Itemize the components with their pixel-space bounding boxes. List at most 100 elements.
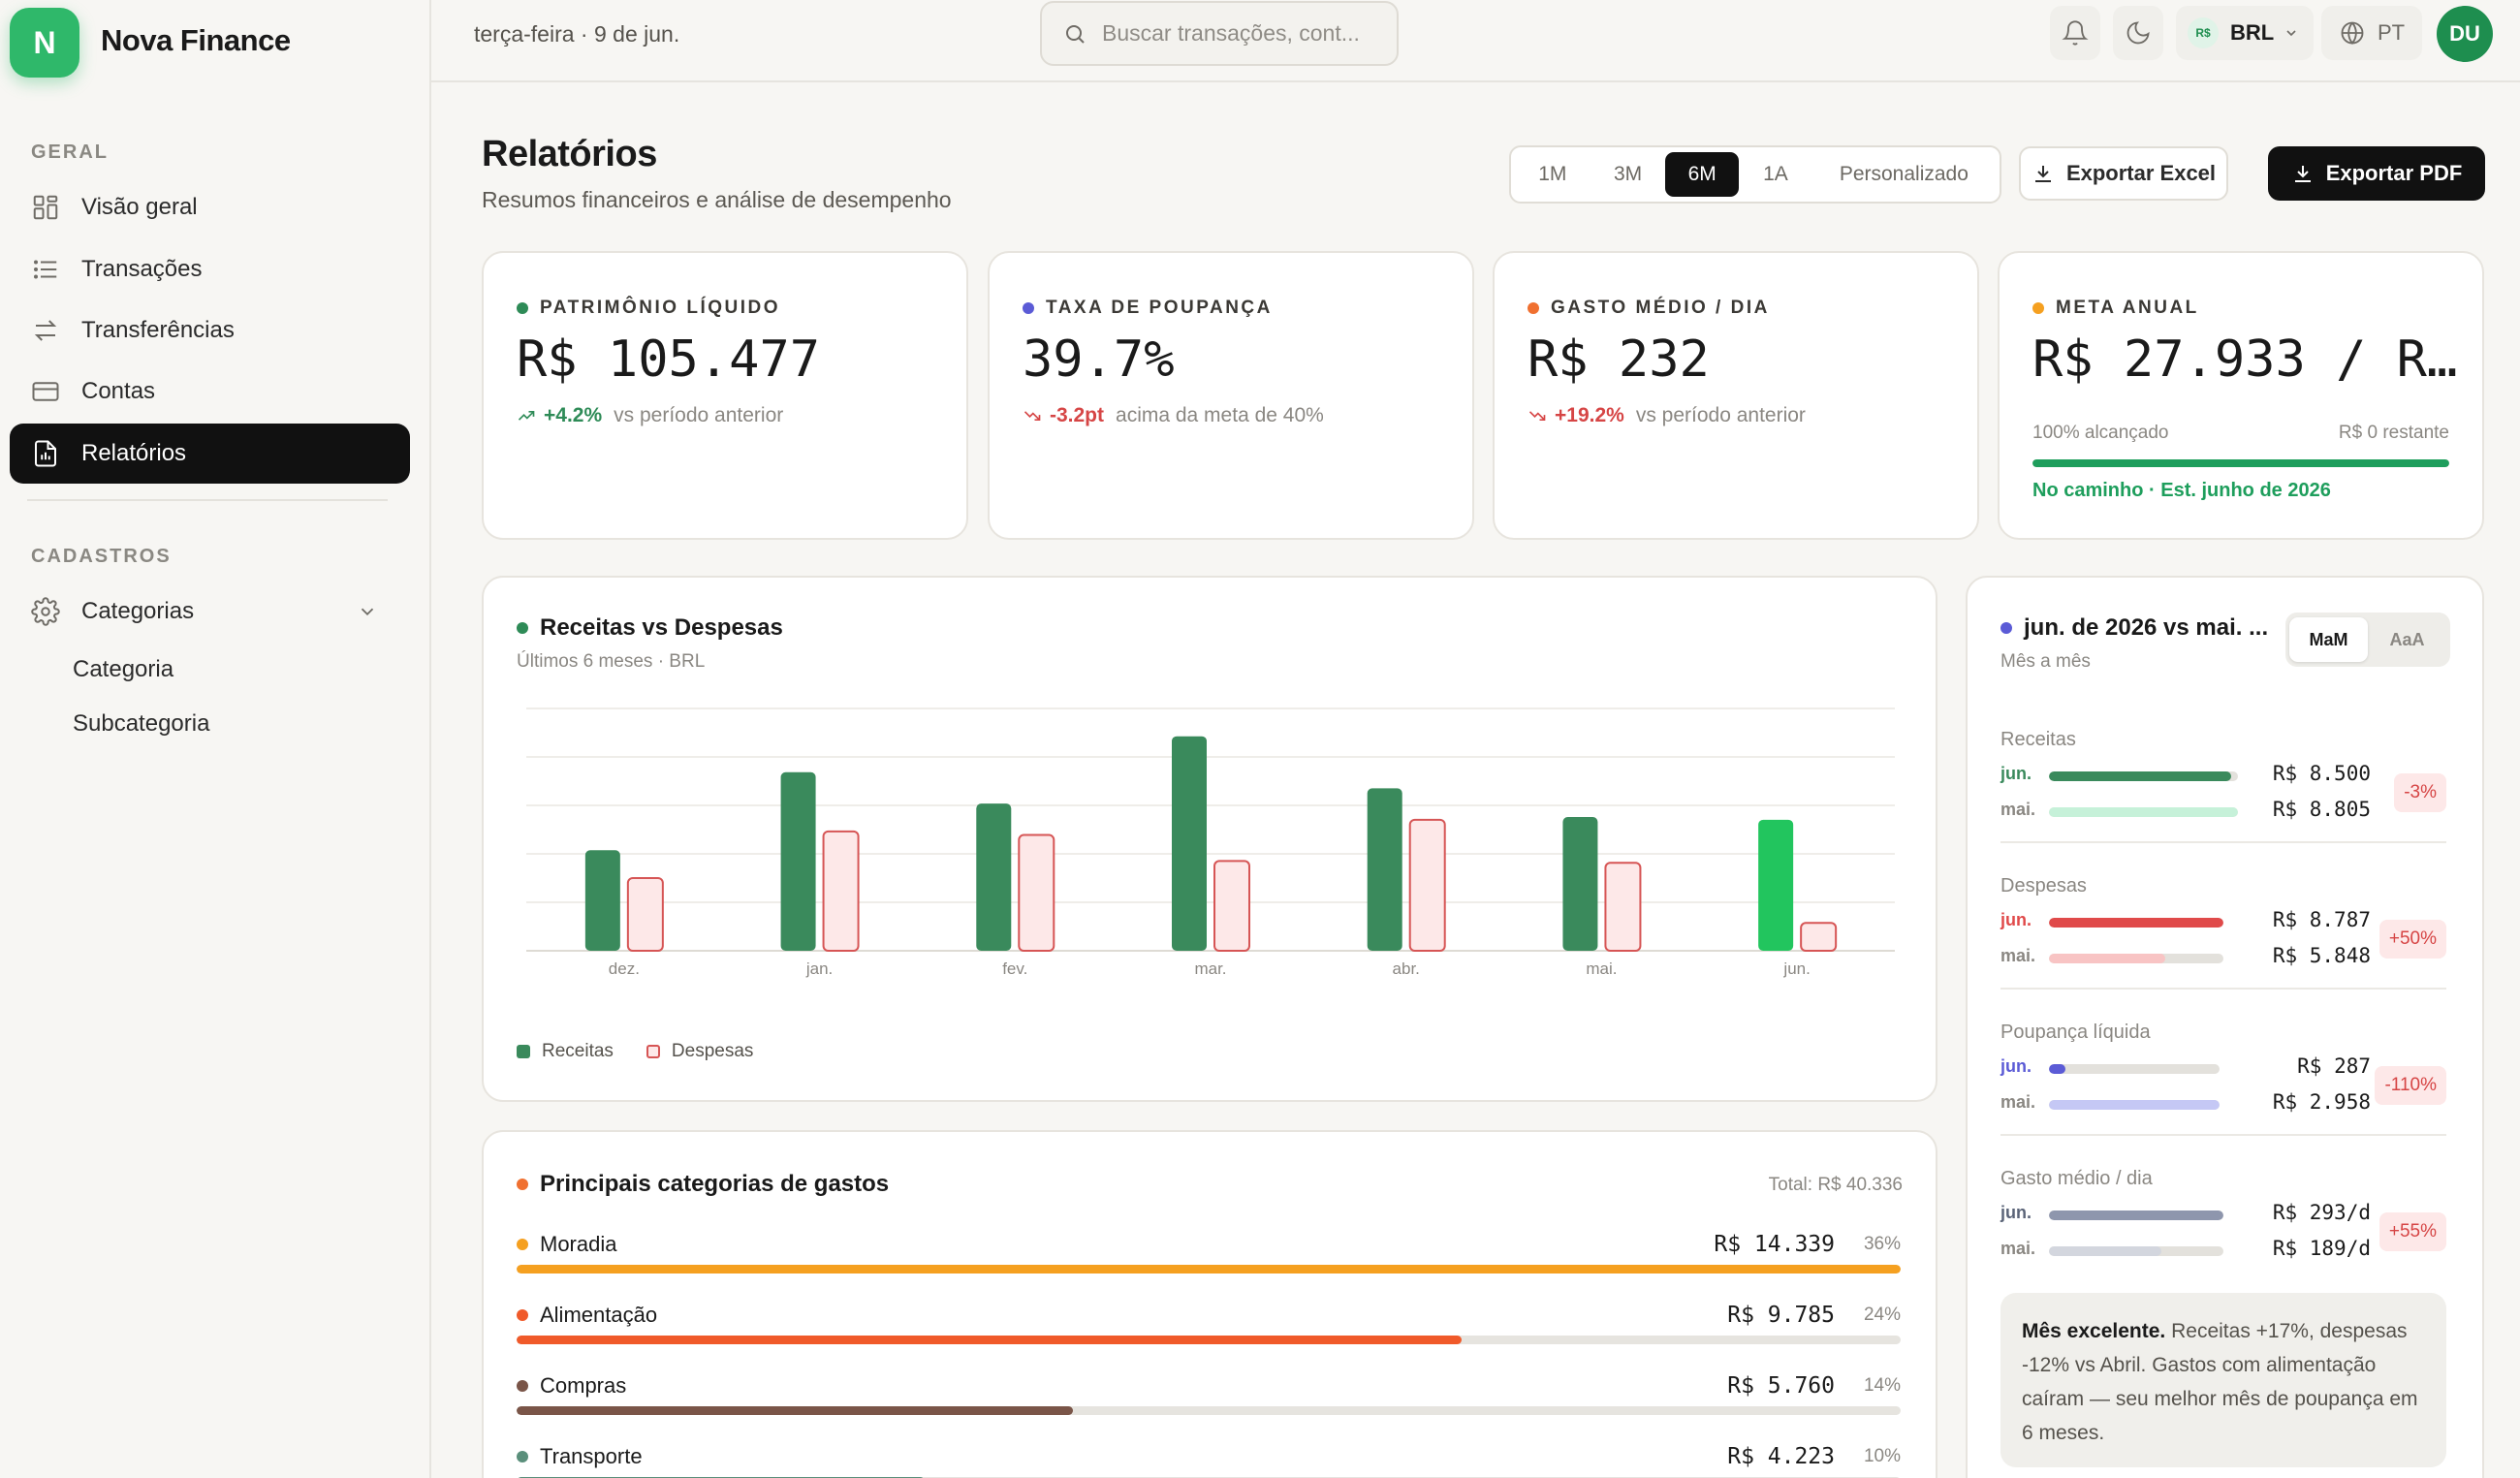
- comparison-month: mai.: [2000, 946, 2036, 965]
- app-logo[interactable]: N: [10, 8, 79, 78]
- kpi-label: META ANUAL: [2032, 298, 2199, 319]
- expense-bar[interactable]: [626, 877, 664, 952]
- top-categories-card: Principais categorias de gastos Total: R…: [482, 1130, 1937, 1478]
- x-tick-label: dez.: [609, 959, 640, 978]
- kpi-card-annual-goal: META ANUAL R$ 27.933 / R… 100% alcançado…: [1998, 251, 2484, 540]
- language-selector[interactable]: PT: [2321, 6, 2422, 60]
- theme-toggle-button[interactable]: [2113, 6, 2163, 60]
- comparison-month: mai.: [2000, 1092, 2036, 1112]
- trend-up-icon: [518, 411, 535, 421]
- app-name[interactable]: Nova Finance: [101, 23, 291, 57]
- sidebar-item-categories[interactable]: Categorias: [10, 582, 397, 642]
- period-1m[interactable]: 1M: [1538, 163, 1567, 185]
- status-dot: [2032, 302, 2044, 314]
- expense-bar[interactable]: [822, 830, 860, 952]
- income-bar[interactable]: [1562, 817, 1598, 951]
- income-bar[interactable]: [1367, 788, 1402, 951]
- status-dot: [517, 622, 528, 634]
- expense-bar[interactable]: [1213, 860, 1250, 952]
- expense-bar[interactable]: [1408, 818, 1446, 952]
- trend-down-icon: [1528, 411, 1546, 421]
- legend-label: Despesas: [671, 1041, 754, 1061]
- expense-bar[interactable]: [1604, 862, 1642, 952]
- legend-item-expenses[interactable]: Despesas: [646, 1041, 754, 1062]
- toggle-mom[interactable]: MaM: [2289, 617, 2368, 662]
- sidebar-item-reports[interactable]: Relatórios: [10, 424, 410, 484]
- search-input[interactable]: Buscar transações, cont...: [1040, 1, 1399, 66]
- income-bar[interactable]: [584, 850, 620, 951]
- sidebar-item-transfers[interactable]: Transferências: [10, 300, 410, 361]
- expense-bar[interactable]: [1800, 922, 1838, 952]
- change-badge: +55%: [2378, 1212, 2446, 1251]
- comparison-month: jun.: [2000, 1056, 2032, 1076]
- comparison-row: mai. R$ 8.805: [2000, 798, 2446, 827]
- sidebar-item-transactions[interactable]: Transações: [10, 239, 410, 299]
- comparison-title: jun. de 2026 vs mai. ...: [2000, 614, 2291, 642]
- sidebar-item-accounts[interactable]: Contas: [10, 362, 410, 422]
- comparison-bar: [2049, 1064, 2220, 1074]
- comparison-bar-fill: [2049, 918, 2223, 928]
- sidebar-item-overview[interactable]: Visão geral: [10, 177, 410, 237]
- export-excel-button[interactable]: Exportar Excel: [2019, 146, 2228, 201]
- sidebar-subitem-subcategory[interactable]: Subcategoria: [73, 710, 210, 737]
- comparison-month: jun.: [2000, 1203, 2032, 1222]
- kpi-label: TAXA DE POUPANÇA: [1023, 298, 1273, 319]
- globe-icon: [2341, 21, 2364, 45]
- comparison-bar: [2049, 771, 2238, 781]
- income-expenses-card: Receitas vs Despesas Últimos 6 meses · B…: [482, 576, 1937, 1102]
- goal-progress-fill: [2032, 459, 2449, 467]
- legend-item-income[interactable]: Receitas: [517, 1041, 614, 1062]
- kpi-value: R$ 27.933 / R…: [2032, 330, 2458, 389]
- income-bar[interactable]: [1172, 736, 1207, 951]
- comparison-bar: [2049, 1246, 2223, 1256]
- chart-title-text: Receitas vs Despesas: [540, 614, 783, 641]
- period-custom[interactable]: Personalizado: [1839, 163, 1969, 185]
- kpi-value: R$ 105.477: [517, 330, 821, 389]
- expense-bar[interactable]: [1018, 833, 1055, 952]
- category-bar: [517, 1406, 1901, 1415]
- income-bar[interactable]: [780, 771, 816, 951]
- export-excel-label: Exportar Excel: [2065, 161, 2217, 185]
- kpi-value: R$ 232: [1528, 330, 1710, 389]
- x-tick-label: abr.: [1393, 959, 1420, 978]
- period-3m[interactable]: 3M: [1613, 163, 1643, 185]
- comparison-row: mai. R$ 2.958: [2000, 1090, 2446, 1119]
- category-percent: 36%: [1863, 1234, 1901, 1254]
- insight-box: Mês excelente. Receitas +17%, despesas -…: [2000, 1293, 2446, 1467]
- category-amount: R$ 5.760: [1727, 1373, 1835, 1399]
- avatar[interactable]: DU: [2437, 6, 2493, 62]
- period-1a[interactable]: 1A: [1763, 163, 1788, 185]
- card-icon: [32, 382, 59, 401]
- page-title: Relatórios: [482, 134, 657, 174]
- income-bar[interactable]: [976, 803, 1012, 951]
- change-badge: -3%: [2394, 773, 2446, 812]
- goal-remaining-label: R$ 0 restante: [2338, 423, 2449, 443]
- comparison-bar-fill: [2049, 954, 2165, 963]
- comparison-bar-fill: [2049, 807, 2238, 817]
- moon-icon: [2126, 21, 2150, 45]
- toggle-yoy[interactable]: AaA: [2389, 629, 2425, 649]
- kpi-label: PATRIMÔNIO LÍQUIDO: [517, 298, 780, 319]
- kpi-change: +4.2% vs período anterior: [517, 404, 783, 427]
- comparison-divider: [2000, 1134, 2446, 1136]
- notifications-button[interactable]: [2050, 6, 2100, 60]
- chevron-down-icon: [2286, 30, 2296, 37]
- comparison-bar: [2049, 1100, 2220, 1110]
- comparison-value: R$ 8.787: [2272, 908, 2371, 931]
- kpi-label-text: GASTO MÉDIO / DIA: [1551, 298, 1770, 318]
- goal-status: No caminho · Est. junho de 2026: [2032, 480, 2331, 501]
- search-icon: [1066, 24, 1085, 44]
- sidebar-subitem-category[interactable]: Categoria: [73, 656, 174, 682]
- x-tick-label: jun.: [1782, 959, 1810, 978]
- export-pdf-button[interactable]: Exportar PDF: [2268, 146, 2485, 201]
- currency-symbol-badge: R$: [2188, 17, 2219, 48]
- kpi-change-value: +4.2%: [544, 404, 603, 426]
- comparison-bar-fill: [2049, 1246, 2162, 1256]
- period-6m[interactable]: 6M: [1665, 152, 1740, 197]
- currency-selector[interactable]: R$ BRL: [2176, 6, 2314, 60]
- income-bar[interactable]: [1758, 819, 1794, 951]
- report-icon: [35, 440, 56, 467]
- comparison-value: R$ 8.500: [2272, 762, 2371, 785]
- goal-progress-bar: [2032, 459, 2449, 467]
- comparison-row: jun. R$ 293/d: [2000, 1201, 2446, 1230]
